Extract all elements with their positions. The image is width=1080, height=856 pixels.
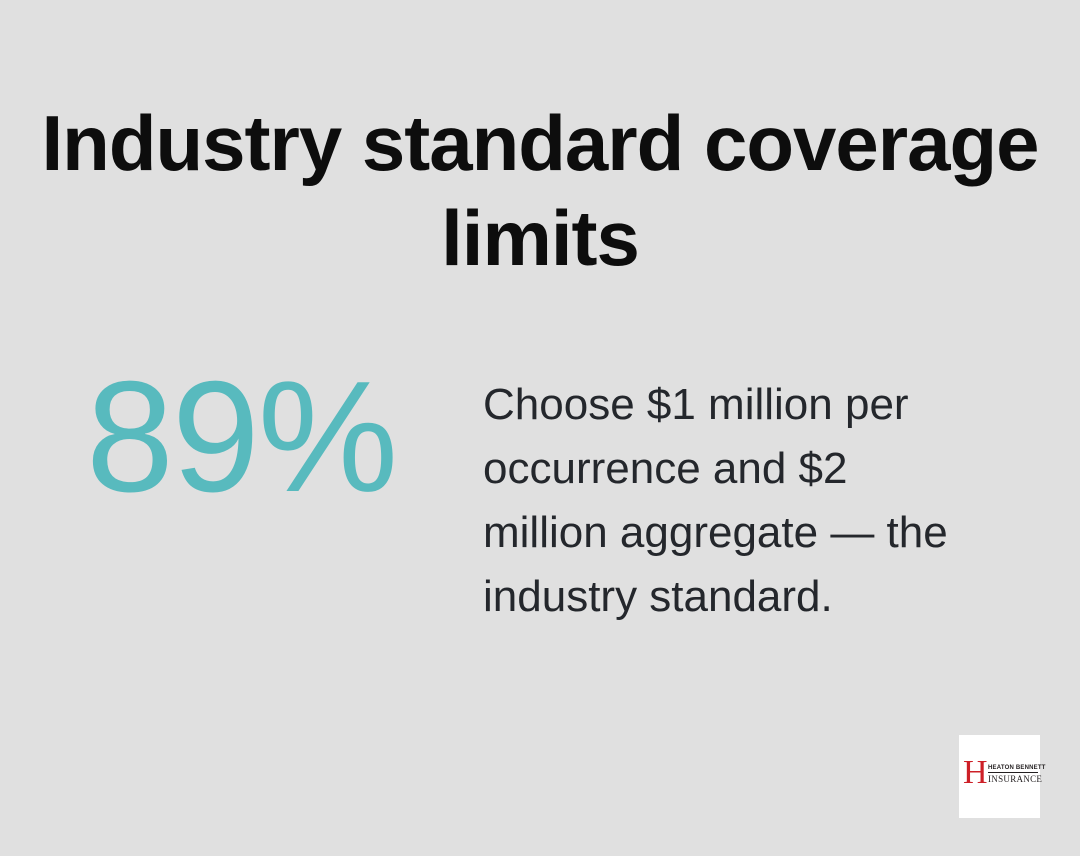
title-line-1: Industry standard coverage [41,99,1040,187]
title-line-2: limits [441,194,640,283]
heaton-bennett-logo: H HEATON BENNETT INSURANCE [959,735,1046,818]
logo-name-bottom: INSURANCE [988,774,1043,784]
logo-text-block: HEATON BENNETT INSURANCE [988,765,1046,784]
stat-description: Choose $1 million per occurrence and $2 … [483,380,948,621]
logo-monogram: H [963,754,988,791]
logo-name-top: HEATON BENNETT [988,765,1046,773]
page-title: Industry standard coverage limits [0,96,1080,286]
stat-value: 89% [86,349,398,525]
